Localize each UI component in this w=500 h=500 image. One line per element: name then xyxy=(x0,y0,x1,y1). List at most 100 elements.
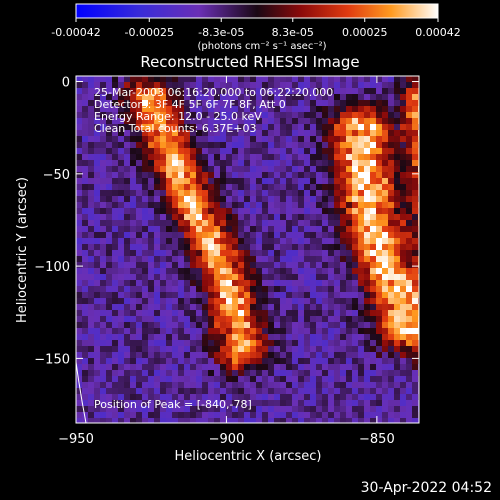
heatmap-cell xyxy=(100,118,106,124)
heatmap-cell xyxy=(406,280,412,286)
heatmap-cell xyxy=(166,370,172,376)
heatmap-cell xyxy=(388,268,394,274)
heatmap-cell xyxy=(160,352,166,358)
heatmap-cell xyxy=(184,142,190,148)
heatmap-cell xyxy=(394,100,400,106)
heatmap-cell xyxy=(130,208,136,214)
heatmap-cell xyxy=(400,370,406,376)
heatmap-cell xyxy=(412,136,418,142)
heatmap-cell xyxy=(286,160,292,166)
heatmap-cell xyxy=(250,136,256,142)
heatmap-cell xyxy=(112,400,118,406)
heatmap-cell xyxy=(124,148,130,154)
heatmap-cell xyxy=(370,76,376,82)
heatmap-cell xyxy=(286,154,292,160)
heatmap-cell xyxy=(376,394,382,400)
heatmap-cell xyxy=(136,196,142,202)
heatmap-cell xyxy=(238,76,244,82)
heatmap-cell xyxy=(136,286,142,292)
heatmap-cell xyxy=(202,76,208,82)
heatmap-cell xyxy=(184,316,190,322)
heatmap-cell xyxy=(94,178,100,184)
heatmap-cell xyxy=(124,76,130,82)
heatmap-cell xyxy=(88,352,94,358)
heatmap-cell xyxy=(316,364,322,370)
heatmap-cell xyxy=(178,316,184,322)
heatmap-cell xyxy=(412,376,418,382)
heatmap-cell xyxy=(100,100,106,106)
heatmap-cell xyxy=(274,382,280,388)
heatmap-cell xyxy=(292,376,298,382)
heatmap-cell xyxy=(220,400,226,406)
heatmap-cell xyxy=(406,232,412,238)
heatmap-cell xyxy=(298,148,304,154)
heatmap-cell xyxy=(172,346,178,352)
heatmap-cell xyxy=(262,136,268,142)
heatmap-cell xyxy=(244,214,250,220)
heatmap-cell xyxy=(322,406,328,412)
heatmap-cell xyxy=(124,202,130,208)
heatmap-image xyxy=(76,76,419,423)
heatmap-cell xyxy=(394,304,400,310)
heatmap-cell xyxy=(412,310,418,316)
heatmap-cell xyxy=(274,220,280,226)
heatmap-cell xyxy=(346,76,352,82)
heatmap-cell xyxy=(406,274,412,280)
heatmap-cell xyxy=(208,418,214,423)
heatmap-cell xyxy=(328,238,334,244)
heatmap-cell xyxy=(268,244,274,250)
heatmap-cell xyxy=(274,286,280,292)
heatmap-cell xyxy=(304,400,310,406)
heatmap-cell xyxy=(154,280,160,286)
heatmap-cell xyxy=(106,334,112,340)
heatmap-cell xyxy=(412,418,418,423)
heatmap-cell xyxy=(364,400,370,406)
heatmap-cell xyxy=(256,214,262,220)
heatmap-cell xyxy=(370,298,376,304)
heatmap-cell xyxy=(394,76,400,82)
heatmap-cell xyxy=(352,208,358,214)
heatmap-cell xyxy=(166,304,172,310)
heatmap-cell xyxy=(280,268,286,274)
heatmap-cell xyxy=(358,112,364,118)
heatmap-cell xyxy=(118,322,124,328)
heatmap-cell xyxy=(160,412,166,418)
heatmap-cell xyxy=(202,124,208,130)
heatmap-cell xyxy=(100,148,106,154)
heatmap-cell xyxy=(382,190,388,196)
heatmap-cell xyxy=(358,136,364,142)
heatmap-cell xyxy=(88,88,94,94)
heatmap-cell xyxy=(364,94,370,100)
heatmap-cell xyxy=(328,328,334,334)
heatmap-cell xyxy=(202,292,208,298)
heatmap-cell xyxy=(94,370,100,376)
heatmap-cell xyxy=(154,286,160,292)
heatmap-cell xyxy=(202,418,208,423)
heatmap-cell xyxy=(172,190,178,196)
heatmap-cell xyxy=(394,292,400,298)
heatmap-cell xyxy=(202,364,208,370)
heatmap-cell xyxy=(322,412,328,418)
heatmap-cell xyxy=(142,232,148,238)
heatmap-cell xyxy=(106,244,112,250)
heatmap-cell xyxy=(94,298,100,304)
heatmap-cell xyxy=(310,118,316,124)
heatmap-cell xyxy=(118,280,124,286)
heatmap-cell xyxy=(262,406,268,412)
heatmap-cell xyxy=(100,394,106,400)
heatmap-cell xyxy=(376,76,382,82)
heatmap-cell xyxy=(154,298,160,304)
heatmap-cell xyxy=(274,388,280,394)
heatmap-cell xyxy=(214,310,220,316)
heatmap-cell xyxy=(112,154,118,160)
heatmap-cell xyxy=(382,376,388,382)
heatmap-cell xyxy=(238,310,244,316)
heatmap-cell xyxy=(400,280,406,286)
heatmap-cell xyxy=(376,352,382,358)
heatmap-cell xyxy=(154,292,160,298)
heatmap-cell xyxy=(238,130,244,136)
heatmap-cell xyxy=(172,118,178,124)
heatmap-cell xyxy=(190,208,196,214)
heatmap-cell xyxy=(316,142,322,148)
heatmap-cell xyxy=(394,394,400,400)
